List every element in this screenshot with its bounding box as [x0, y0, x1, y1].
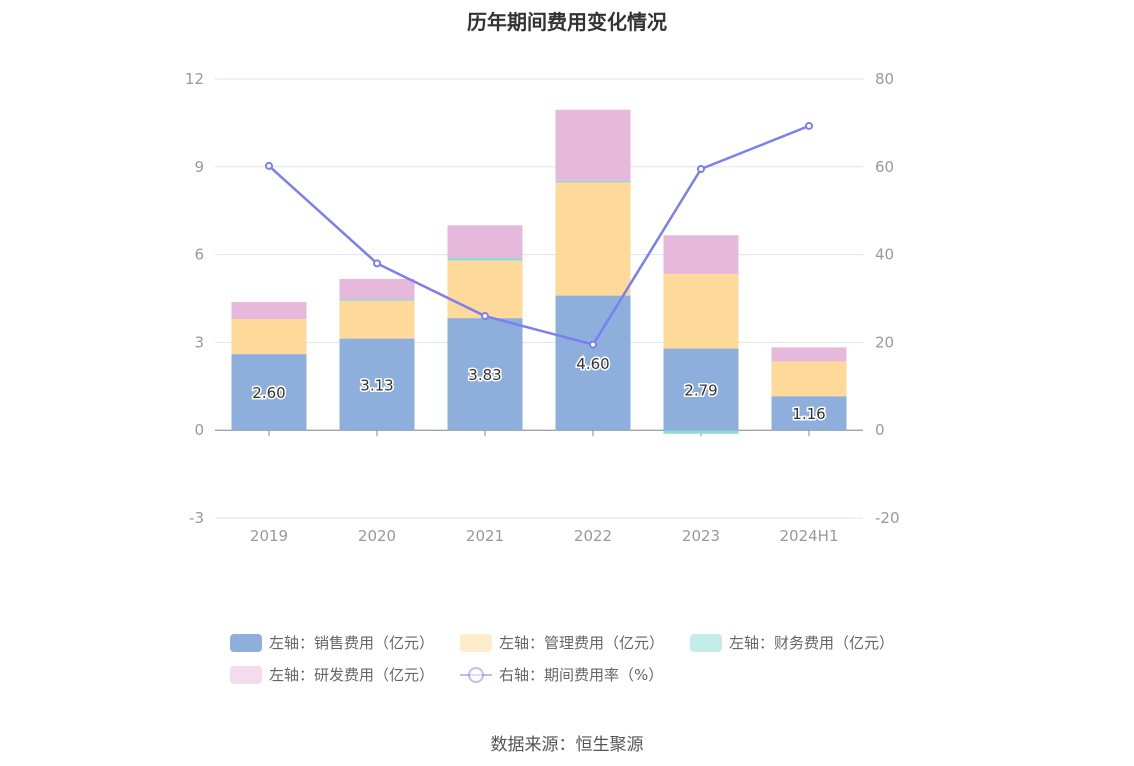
bar-segment: [339, 299, 415, 301]
rate-line-point: [589, 340, 597, 349]
bar-segment: [231, 302, 307, 319]
bar-segment: [339, 299, 415, 339]
legend-label: 右轴：期间费用率（%）: [499, 666, 663, 684]
source-note: 数据来源：恒生聚源: [490, 735, 644, 755]
right-axis-tick: 60: [875, 158, 894, 176]
bar-segment: [771, 396, 847, 431]
right-axis-tick: 80: [875, 70, 894, 88]
x-axis-tick-label: 2020: [358, 527, 396, 545]
left-axis-tick: 6: [194, 246, 204, 264]
x-axis-tick-label: 2022: [574, 527, 612, 545]
bar-data-label: 3.13: [360, 376, 393, 394]
bar-segment: [231, 318, 307, 355]
bars: [231, 109, 847, 434]
bar-segment: [231, 354, 307, 431]
right-axis-tick: 40: [875, 246, 894, 264]
legend-swatch: [230, 634, 262, 652]
rate-line-point: [697, 164, 705, 173]
bar-segment: [447, 260, 523, 319]
bar-segment: [663, 235, 739, 274]
bar-segment: [447, 318, 523, 431]
bar-segment: [555, 295, 631, 431]
bar-segment: [771, 361, 847, 397]
legend-label: 左轴：销售费用（亿元）: [269, 634, 434, 652]
bar-data-label: 2.60: [252, 384, 285, 402]
x-axis-tick-label: 2023: [682, 527, 720, 545]
axis-labels: -3 -20 0 0 3 20 6 40 9 60 12 80 2019 2020 2021 2022 2023…: [185, 70, 900, 545]
rate-line-path: [268, 124, 810, 347]
legend-swatch: [230, 666, 262, 684]
legend-swatch: [460, 634, 492, 652]
left-axis-tick: 9: [194, 158, 204, 176]
bar-segment: [663, 348, 739, 431]
legend-label: 左轴：管理费用（亿元）: [499, 634, 664, 652]
x-axis-tick-label: 2019: [250, 527, 288, 545]
bar-segment: [447, 225, 523, 259]
rate-line-point: [265, 161, 273, 170]
bar-segment: [447, 258, 523, 261]
bar-segment: [555, 180, 631, 183]
left-axis-tick: 0: [194, 421, 204, 439]
legend-swatch: [690, 634, 722, 652]
legend-line-marker: [468, 667, 484, 683]
legend-label: 左轴：财务费用（亿元）: [729, 634, 894, 652]
bar-data-label: 2.79: [684, 381, 717, 399]
left-axis-tick: -3: [189, 509, 204, 527]
rate-line-point: [481, 312, 489, 321]
bar-data-labels: 2.60 3.13 3.83 4.60 2.79 1.16: [251, 353, 827, 424]
left-axis-tick: 3: [194, 333, 204, 351]
bar-data-label: 4.60: [576, 355, 609, 373]
bar-segment: [555, 109, 631, 181]
right-axis-tick: -20: [875, 509, 900, 527]
x-axis-tick-label: 2024H1: [780, 527, 839, 545]
legend: 左轴：销售费用（亿元） 左轴：管理费用（亿元） 左轴：财务费用（亿元） 左轴：研发费用…: [230, 634, 894, 684]
rate-line-point: [373, 259, 381, 268]
bar-data-label: 3.83: [468, 366, 501, 384]
bar-segment: [555, 181, 631, 296]
bar-data-label: 1.16: [792, 405, 825, 423]
legend-label: 左轴：研发费用（亿元）: [269, 666, 434, 684]
left-axis-tick: 12: [185, 70, 204, 88]
x-axis-tick-label: 2021: [466, 527, 504, 545]
bar-segment: [339, 338, 415, 431]
bar-segment: [339, 278, 415, 300]
bar-segment: [771, 347, 847, 362]
bar-segment: [663, 430, 739, 434]
rate-line-point: [805, 121, 813, 130]
chart-title: 历年期间费用变化情况: [467, 10, 667, 34]
right-axis-tick: 20: [875, 333, 894, 351]
grid-lines: [215, 78, 863, 519]
bar-segment: [663, 273, 739, 349]
rate-line: [265, 121, 813, 349]
right-axis-tick: 0: [875, 421, 885, 439]
